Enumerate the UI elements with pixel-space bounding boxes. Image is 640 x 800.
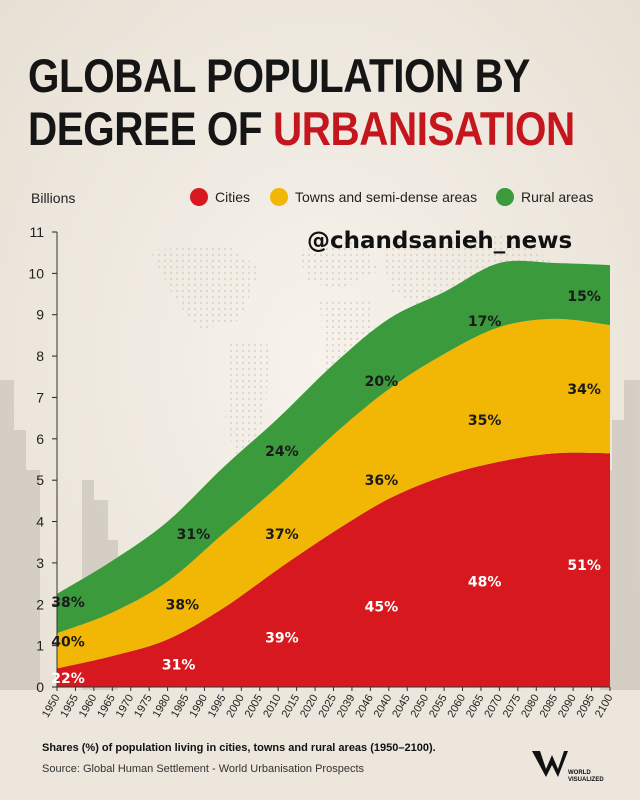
x-tick-label: 1965 — [95, 693, 118, 720]
title-accent: URBANISATION — [272, 102, 575, 155]
x-tick-label: 1955 — [58, 693, 81, 720]
x-tick-label: 2055 — [427, 693, 450, 720]
share-label: 17% — [468, 314, 502, 330]
x-tick-label: 2080 — [519, 693, 542, 720]
share-label: 35% — [468, 413, 502, 429]
y-tick-label: 3 — [36, 555, 44, 571]
y-tick-label: 10 — [28, 265, 44, 281]
y-tick-label: 1 — [36, 638, 44, 654]
legend-swatch-cities — [190, 188, 208, 206]
x-tick-label: 1985 — [169, 693, 192, 720]
y-tick-label: 0 — [36, 679, 44, 695]
x-tick-label: 2075 — [501, 693, 524, 720]
y-tick-label: 7 — [36, 389, 44, 405]
share-label: 39% — [265, 630, 299, 646]
page-title-line2: DEGREE OF URBANISATION — [28, 103, 575, 155]
x-tick-label: 2005 — [243, 693, 266, 720]
y-tick-label: 11 — [29, 224, 44, 240]
share-label: 51% — [567, 558, 601, 574]
share-label: 34% — [567, 382, 601, 398]
y-tick-label: 6 — [36, 431, 44, 447]
x-tick-label: 2085 — [538, 693, 561, 720]
y-tick-label: 4 — [36, 514, 44, 530]
logo-text: WORLD VISUALIZED — [568, 770, 604, 783]
share-label: 40% — [51, 635, 85, 651]
x-tick-label: 2045 — [390, 693, 413, 720]
x-tick-label: 1990 — [187, 693, 210, 720]
world-visualized-logo — [532, 751, 568, 777]
legend-item-rural: Rural areas — [496, 188, 593, 206]
y-tick-label: 2 — [36, 596, 44, 612]
x-tick-label: 2060 — [445, 693, 468, 720]
x-tick-label: 1970 — [114, 693, 137, 720]
x-tick-label: 2090 — [556, 693, 579, 720]
x-tick-label: 2070 — [482, 693, 505, 720]
x-tick-label: 2039 — [335, 693, 358, 720]
page-title-line1: GLOBAL POPULATION BY — [28, 49, 530, 102]
legend-swatch-towns — [270, 188, 288, 206]
legend-item-cities: Cities — [190, 188, 250, 206]
share-label: 31% — [162, 657, 196, 673]
watermark-handle: @chandsanieh_news — [307, 228, 573, 254]
x-tick-label: 2046 — [353, 693, 376, 720]
area-towns-and-semi-dense-areas — [57, 318, 610, 669]
x-tick-label: 2095 — [575, 693, 598, 720]
x-tick-label: 2040 — [372, 693, 395, 720]
title-part: DEGREE OF — [28, 102, 273, 155]
legend-label-cities: Cities — [215, 189, 251, 205]
area-rural-areas — [57, 260, 610, 634]
x-tick-label: 2100 — [593, 693, 616, 720]
x-tick-label: 1950 — [40, 693, 63, 720]
legend-label-towns: Towns and semi-dense areas — [295, 189, 478, 205]
x-tick-label: 2010 — [261, 693, 284, 720]
y-tick-label: 5 — [36, 472, 44, 488]
share-label: 22% — [51, 671, 85, 687]
legend-item-towns: Towns and semi-dense areas — [270, 188, 477, 206]
x-tick-label: 1980 — [151, 693, 174, 720]
share-label: 36% — [365, 473, 399, 489]
legend-swatch-rural — [496, 188, 514, 206]
x-tick-label: 2025 — [316, 693, 339, 720]
x-tick-label: 2065 — [464, 693, 487, 720]
y-axis-label: Billions — [31, 190, 76, 206]
x-tick-label: 2050 — [409, 693, 432, 720]
y-tick-label: 9 — [36, 307, 44, 323]
legend-label-rural: Rural areas — [521, 189, 594, 205]
share-label: 20% — [365, 374, 399, 390]
x-tick-label: 1975 — [132, 693, 155, 720]
share-label: 31% — [177, 527, 211, 543]
share-label: 38% — [166, 597, 200, 613]
x-tick-label: 1995 — [206, 693, 229, 720]
share-label: 37% — [265, 527, 299, 543]
footnote: Shares (%) of population living in citie… — [42, 742, 436, 754]
x-tick-label: 2000 — [224, 693, 247, 720]
x-tick-label: 2015 — [280, 693, 303, 720]
x-tick-label: 1960 — [77, 693, 100, 720]
share-label: 24% — [265, 444, 299, 460]
share-label: 45% — [365, 599, 399, 615]
source-note: Source: Global Human Settlement - World … — [42, 763, 364, 775]
share-label: 38% — [51, 595, 85, 611]
y-tick-label: 8 — [36, 348, 44, 364]
x-tick-label: 2020 — [298, 693, 321, 720]
share-label: 48% — [468, 575, 502, 591]
share-label: 15% — [567, 289, 601, 305]
area-cities — [57, 452, 610, 687]
